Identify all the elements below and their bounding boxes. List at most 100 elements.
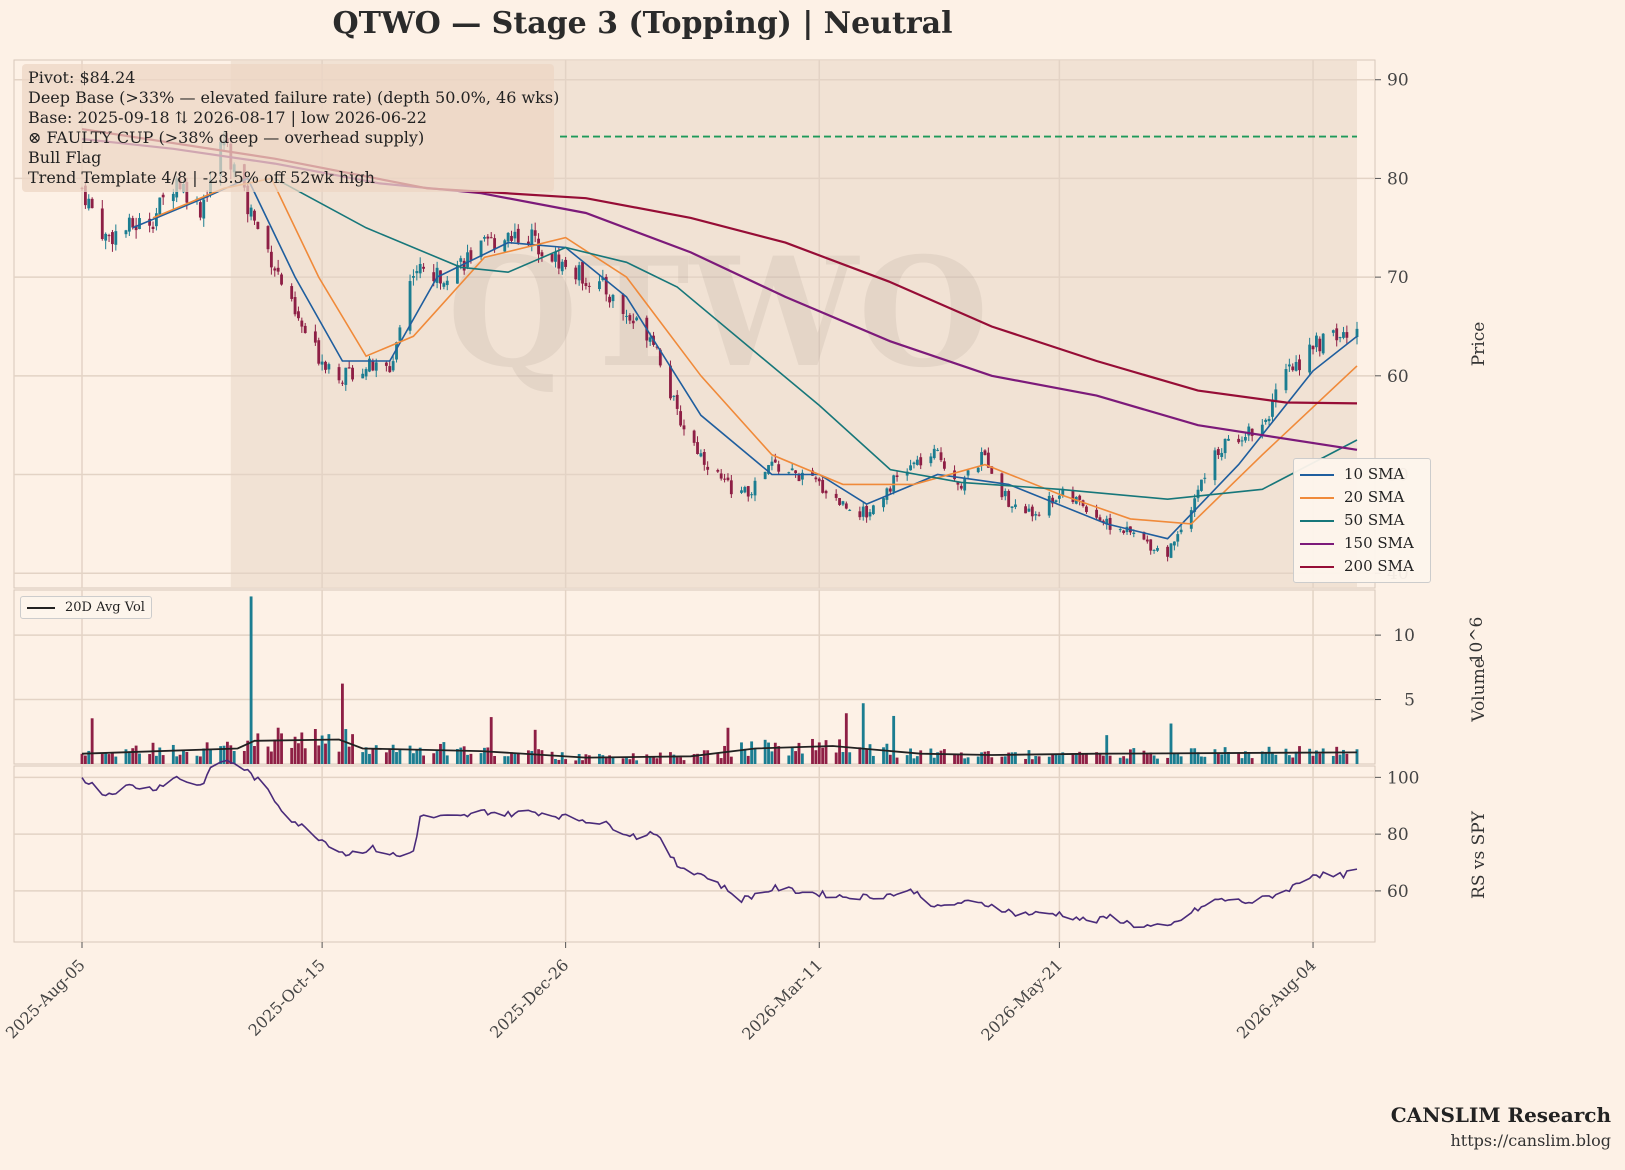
candle-body (797, 474, 801, 482)
volume-bar (432, 753, 436, 764)
volume-bar (892, 715, 896, 764)
volume-bar (1172, 753, 1176, 764)
volume-bar (388, 748, 392, 764)
volume-bar (469, 753, 473, 764)
volume-bar (811, 738, 814, 764)
candle-body (936, 449, 940, 451)
volume-bar (1132, 748, 1136, 764)
candle-body (1118, 529, 1122, 531)
candle-body (814, 477, 818, 480)
volume-bar (1321, 748, 1325, 764)
volume-bar (266, 746, 270, 764)
candle-body (127, 217, 131, 232)
volume-bar (865, 748, 869, 764)
price-tick-label: 60 (1387, 367, 1409, 387)
volume-bar (171, 744, 175, 764)
volume-bar (1193, 748, 1197, 764)
candle-body (882, 498, 885, 508)
volume-bar (320, 735, 324, 764)
volume-tick-label: 5 (1404, 691, 1415, 711)
volume-bar (1227, 752, 1230, 764)
volume-bar (1000, 756, 1004, 764)
candle-body (537, 238, 540, 255)
candle-body (885, 488, 889, 500)
candle-body (466, 252, 469, 268)
volume-bar (587, 755, 591, 764)
candle-body (276, 267, 280, 272)
candle-body (1061, 488, 1065, 496)
volume-bar (581, 760, 584, 764)
volume-bar (466, 754, 469, 764)
candle-body (161, 194, 165, 198)
volume-bar (1030, 759, 1034, 764)
candle-body (621, 294, 625, 314)
rs-tick-label: 60 (1387, 882, 1409, 902)
price-tick-label: 70 (1387, 268, 1409, 288)
volume-bar (324, 743, 327, 764)
candle-body (1169, 543, 1173, 558)
candle-body (648, 337, 652, 342)
candle-body (1264, 419, 1268, 422)
candle-body (1284, 369, 1288, 391)
candle-body (1287, 364, 1291, 367)
volume-bar (844, 713, 848, 764)
volume-bar (560, 752, 564, 764)
volume-bar (1166, 757, 1170, 764)
volume-bar (290, 747, 294, 764)
candle-body (124, 230, 128, 235)
volume-bar (821, 747, 825, 764)
candle-body (1318, 338, 1322, 352)
volume-bar (530, 751, 534, 764)
candle-body (1243, 437, 1247, 441)
rs-axis-label: RS vs SPY (1469, 810, 1489, 899)
candle-body (963, 477, 967, 491)
candle-body (202, 199, 206, 219)
volume-bar (868, 744, 872, 764)
volume-bar (655, 758, 659, 764)
candle-body (763, 471, 767, 480)
legend-entry-sma200: 200 SMA (1300, 555, 1424, 578)
candle-body (1216, 449, 1220, 456)
candle-body (1085, 506, 1088, 513)
candle-body (1291, 366, 1295, 371)
volume-bar (269, 751, 273, 764)
volume-bar (1024, 758, 1027, 764)
volume-bar (1054, 754, 1058, 764)
volume-bar (608, 755, 612, 764)
candle-body (1105, 518, 1109, 525)
volume-bar (131, 748, 135, 764)
volume-bar (1078, 751, 1082, 764)
volume-bar (185, 751, 189, 764)
candle-body (320, 361, 324, 365)
candle-body (486, 236, 490, 239)
volume-bar (229, 745, 233, 764)
volume-bar (374, 745, 378, 764)
volume-bar (648, 756, 652, 764)
candle-body (1007, 490, 1011, 507)
volume-bar (1003, 756, 1007, 764)
candle-body (540, 252, 544, 257)
candle-body (767, 465, 770, 474)
volume-bar (858, 747, 862, 764)
volume-bar (361, 752, 365, 764)
volume-bar (384, 752, 388, 764)
legend-entry-avg-vol: 20D Avg Vol (27, 600, 145, 615)
candle-body (171, 193, 175, 202)
candle-body (1051, 497, 1055, 504)
candle-body (909, 465, 912, 471)
candle-body (919, 457, 923, 466)
volume-bar (790, 747, 794, 764)
candle-body (1054, 500, 1058, 503)
candle-body (439, 270, 442, 284)
volume-bar (1335, 746, 1339, 764)
volume-bar (564, 759, 568, 764)
credits-org: CANSLIM Research (1390, 1103, 1611, 1127)
candle-body (1078, 495, 1082, 500)
volume-bar (1243, 751, 1247, 764)
candle-body (185, 181, 189, 203)
volume-bar (983, 751, 987, 764)
volume-bar (696, 753, 699, 764)
volume-bar (932, 757, 936, 764)
volume-bar (1200, 756, 1203, 764)
volume-bar (114, 756, 118, 764)
